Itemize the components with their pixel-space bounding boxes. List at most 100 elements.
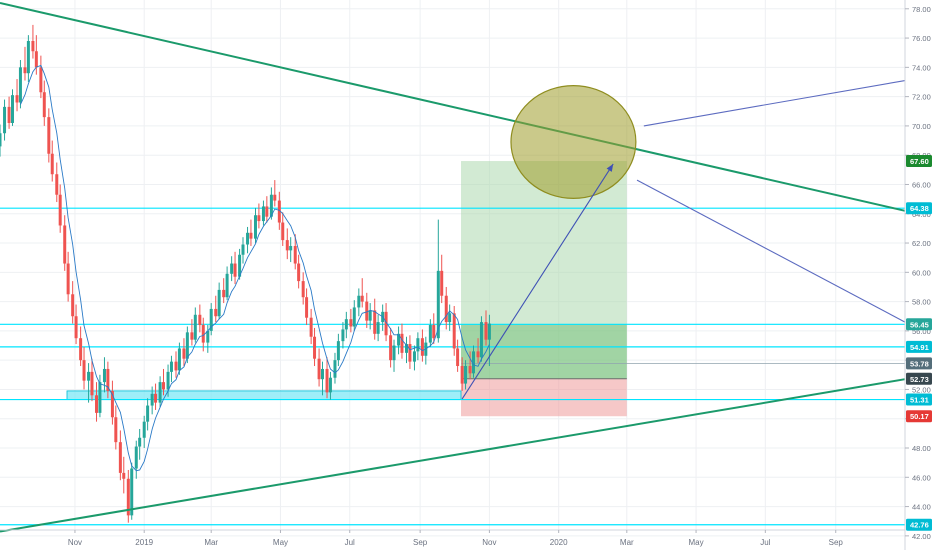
x-tick-label: Mar	[620, 538, 634, 547]
candle-body	[448, 313, 452, 323]
candle-body	[190, 332, 194, 340]
candle-body	[106, 368, 110, 391]
candle-body	[436, 270, 440, 339]
candle-body	[26, 40, 30, 74]
candle-body	[452, 313, 456, 349]
candle-body	[110, 390, 114, 418]
price-label-text: 52.73	[910, 375, 929, 384]
x-tick-label: Nov	[482, 538, 496, 547]
candle-body	[98, 382, 102, 413]
candle-body	[23, 67, 27, 74]
candle-body	[58, 194, 62, 226]
candle-body	[63, 225, 67, 264]
candle-body	[201, 325, 205, 343]
candle-body	[269, 194, 273, 217]
candle-body	[468, 366, 472, 374]
candle-body	[460, 366, 464, 384]
candle-body	[456, 348, 460, 367]
price-label-text: 54.91	[910, 343, 929, 352]
y-tick-label: 74.00	[912, 63, 931, 72]
candle-body	[400, 333, 404, 353]
y-tick-label: 44.00	[912, 503, 931, 512]
candle-body	[55, 174, 59, 195]
candle-body	[74, 316, 78, 339]
candle-body	[126, 478, 130, 516]
x-tick-label: 2020	[550, 538, 568, 547]
price-label-box	[906, 318, 932, 331]
candle-body	[432, 325, 436, 339]
candle-body	[185, 332, 189, 359]
candle-body	[130, 468, 134, 516]
candle-body	[166, 371, 170, 390]
price-label-box	[906, 518, 932, 531]
candle-body	[118, 442, 122, 473]
candle-body	[206, 330, 210, 343]
candle-body	[333, 360, 337, 378]
candle-body	[233, 263, 237, 277]
candle-body	[15, 95, 19, 103]
price-label-box	[906, 155, 932, 168]
candle-body	[440, 270, 444, 296]
candle-body	[389, 335, 393, 361]
price-label-box	[906, 202, 932, 215]
y-tick-label: 42.00	[912, 532, 931, 541]
grid	[0, 0, 905, 537]
candle-body	[90, 371, 94, 396]
candle-body	[217, 289, 221, 317]
candle-body	[476, 351, 480, 358]
candle-body	[344, 319, 348, 330]
candle-body	[177, 348, 181, 371]
candle-body	[102, 368, 106, 383]
price-label-box	[906, 357, 932, 370]
x-tick-label: May	[689, 538, 704, 547]
candle-body	[368, 310, 372, 321]
candle-body	[328, 377, 332, 393]
price-label-box	[906, 410, 932, 423]
candle-body	[95, 395, 99, 413]
y-tick-label: 72.00	[912, 93, 931, 102]
candle-body	[397, 333, 401, 346]
projection-line	[643, 79, 906, 127]
y-tick-label: 56.00	[912, 327, 931, 336]
candle-body	[487, 323, 491, 340]
candle-body	[293, 245, 297, 264]
candles	[0, 24, 491, 523]
y-tick-label: 60.00	[912, 268, 931, 277]
candle-body	[289, 245, 293, 251]
candle-body	[472, 351, 476, 374]
candle-body	[301, 281, 305, 298]
price-label-text: 50.17	[910, 412, 929, 421]
candle-body	[222, 289, 226, 298]
candle-body	[146, 405, 150, 422]
y-tick-label: 52.00	[912, 385, 931, 394]
candle-body	[39, 67, 43, 93]
price-label-text: 67.60	[910, 157, 929, 166]
y-tick-label: 70.00	[912, 122, 931, 131]
candle-body	[277, 200, 281, 223]
candle-body	[309, 317, 313, 337]
candle-body	[198, 314, 202, 326]
support-zone	[66, 390, 462, 400]
price-labels: 67.60 64.38 56.45 54.91 53.78 52.73 51.31 50.17…	[906, 155, 932, 531]
candle-body	[34, 51, 38, 68]
candle-body	[241, 244, 245, 255]
candle-body	[281, 222, 285, 241]
candle-body	[0, 133, 2, 147]
candle-body	[162, 382, 166, 390]
candle-body	[360, 295, 364, 302]
candle-body	[114, 417, 118, 443]
candle-body	[230, 263, 234, 274]
price-label-text: 51.31	[910, 396, 929, 405]
candle-body	[349, 319, 353, 327]
time-axis[interactable]: Nov 2019 Mar May Jul Sep Nov 2020 Mar May Jul Sep	[68, 530, 844, 547]
target-ellipse	[510, 85, 637, 199]
candle-body	[158, 382, 162, 403]
candle-body	[384, 311, 388, 336]
candle-body	[82, 360, 86, 381]
candle-body	[484, 322, 488, 340]
price-label-text: 56.45	[910, 320, 929, 329]
candle-body	[352, 307, 356, 327]
candle-body	[261, 206, 265, 222]
moving-average-line	[19, 64, 490, 472]
